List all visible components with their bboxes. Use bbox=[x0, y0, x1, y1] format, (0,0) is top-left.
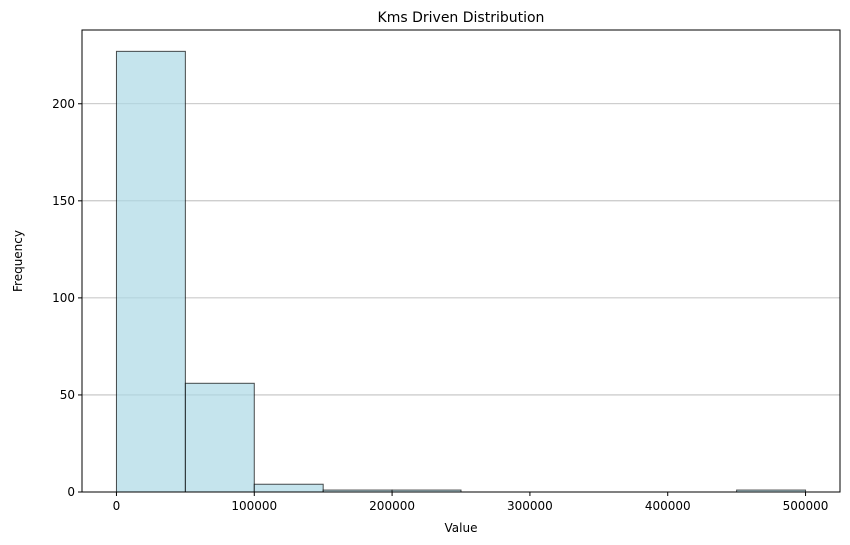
y-tick-label: 150 bbox=[52, 194, 75, 208]
grid-lines bbox=[82, 103, 840, 396]
chart-title: Kms Driven Distribution bbox=[378, 10, 545, 26]
x-tick-label: 300000 bbox=[507, 499, 553, 513]
histogram-bar bbox=[253, 483, 324, 493]
x-tick-label: 100000 bbox=[231, 499, 277, 513]
histogram-bar bbox=[115, 50, 186, 493]
plot-frame bbox=[81, 29, 841, 493]
x-axis-label: Value bbox=[445, 521, 478, 535]
x-tick-label: 400000 bbox=[645, 499, 691, 513]
bars bbox=[115, 50, 807, 493]
x-tick-label: 200000 bbox=[369, 499, 415, 513]
y-tick-label: 50 bbox=[60, 388, 75, 402]
y-axis-label: Frequency bbox=[11, 230, 25, 292]
x-tick-label: 0 bbox=[113, 499, 121, 513]
ticks: 0 100000 200000 300000 400000 500000 0 50 100 150… bbox=[52, 97, 828, 513]
y-tick-label: 0 bbox=[67, 485, 75, 499]
y-tick-label: 200 bbox=[52, 97, 75, 111]
y-tick-label: 100 bbox=[52, 291, 75, 305]
histogram-bar bbox=[184, 382, 255, 493]
x-tick-label: 500000 bbox=[783, 499, 829, 513]
